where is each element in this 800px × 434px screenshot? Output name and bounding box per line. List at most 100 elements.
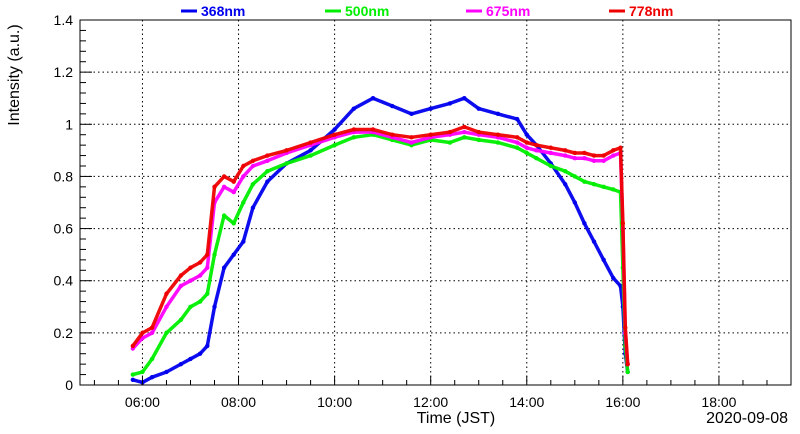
legend-label: 778nm <box>629 3 673 19</box>
data-point <box>409 135 414 140</box>
y-tick-label: 1 <box>65 116 73 132</box>
data-point <box>409 111 414 117</box>
data-point <box>495 111 501 117</box>
data-point <box>308 153 313 158</box>
data-point <box>428 132 433 137</box>
data-point <box>351 127 357 132</box>
data-point <box>250 163 256 169</box>
data-point <box>618 145 623 150</box>
data-point <box>524 150 529 156</box>
data-point <box>241 174 246 179</box>
data-point <box>250 205 256 210</box>
data-point <box>231 221 236 226</box>
y-tick-label: 0.2 <box>54 325 74 341</box>
data-point <box>390 103 395 109</box>
data-point <box>178 361 184 367</box>
data-point <box>447 101 453 106</box>
data-point <box>231 189 236 195</box>
data-point <box>149 325 155 330</box>
data-point <box>188 265 193 270</box>
data-point <box>534 142 539 148</box>
data-point <box>265 158 270 163</box>
data-point <box>390 132 395 137</box>
data-point <box>582 155 587 161</box>
x-tick-label: 16:00 <box>605 394 640 410</box>
data-point <box>591 239 597 244</box>
data-point <box>221 265 227 270</box>
data-point <box>212 184 217 190</box>
data-point <box>524 145 529 150</box>
data-point <box>250 158 256 163</box>
data-point <box>591 153 597 158</box>
data-point <box>476 129 481 135</box>
x-tick-label: 08:00 <box>221 394 256 410</box>
data-point <box>130 372 136 377</box>
data-point <box>149 330 155 336</box>
data-point <box>149 374 155 380</box>
data-point <box>188 278 193 283</box>
data-point <box>205 252 210 257</box>
data-point <box>370 96 376 101</box>
data-point <box>591 182 597 187</box>
data-point <box>149 356 155 362</box>
data-point <box>212 304 217 309</box>
data-point <box>178 283 184 289</box>
x-tick-label: 06:00 <box>125 394 160 410</box>
data-point <box>197 299 203 304</box>
data-point <box>284 161 289 166</box>
data-point <box>625 361 630 367</box>
data-point <box>548 150 553 156</box>
y-tick-label: 0 <box>65 377 73 393</box>
series-trace <box>131 96 630 385</box>
data-point <box>284 148 289 153</box>
x-tick-label: 10:00 <box>317 394 352 410</box>
y-axis-title: Intensity (a.u.) <box>6 24 23 125</box>
data-point <box>197 260 203 265</box>
data-point <box>524 132 529 137</box>
data-point <box>514 145 520 150</box>
data-point <box>265 153 270 158</box>
data-point <box>265 179 270 184</box>
y-tick-label: 1.2 <box>54 64 74 80</box>
series-trace <box>131 132 630 377</box>
data-point <box>447 129 453 135</box>
data-point <box>462 129 467 135</box>
data-point <box>332 142 337 148</box>
data-point <box>591 158 597 163</box>
axes: 06:00 08:00 10:00 12:00 14:00 16:00 18:00 0 0.2 0… <box>54 12 792 410</box>
y-tick-label: 0.4 <box>54 273 74 289</box>
data-point <box>572 174 578 179</box>
data-point <box>130 377 136 382</box>
data-point <box>534 148 539 153</box>
data-point <box>611 275 616 281</box>
data-point <box>178 317 184 323</box>
legend-label: 675nm <box>486 3 530 19</box>
data-point <box>476 106 481 111</box>
data-point <box>370 127 376 132</box>
data-point <box>495 140 501 145</box>
plot-frame <box>79 19 792 386</box>
data-point <box>572 150 578 156</box>
legend: 368nm 500nm 675nm 778nm <box>181 3 673 19</box>
data-point <box>188 356 193 362</box>
data-point <box>601 158 606 163</box>
data-point <box>164 304 169 309</box>
data-point <box>620 221 626 226</box>
data-point <box>205 343 210 349</box>
data-point <box>164 330 169 336</box>
data-point <box>447 140 453 145</box>
data-point <box>563 169 568 174</box>
x-axis-title: Time (JST) <box>417 410 496 427</box>
data-point <box>514 140 520 145</box>
y-tick-label: 0.8 <box>54 168 74 184</box>
grid-lines <box>80 20 791 385</box>
data-point <box>548 163 553 169</box>
data-point <box>462 124 467 130</box>
data-point <box>332 127 337 132</box>
y-tick-label: 1.4 <box>54 12 74 28</box>
data-point <box>514 116 520 122</box>
data-point <box>164 291 169 296</box>
date-label: 2020-09-08 <box>706 410 788 427</box>
data-point <box>140 369 145 375</box>
